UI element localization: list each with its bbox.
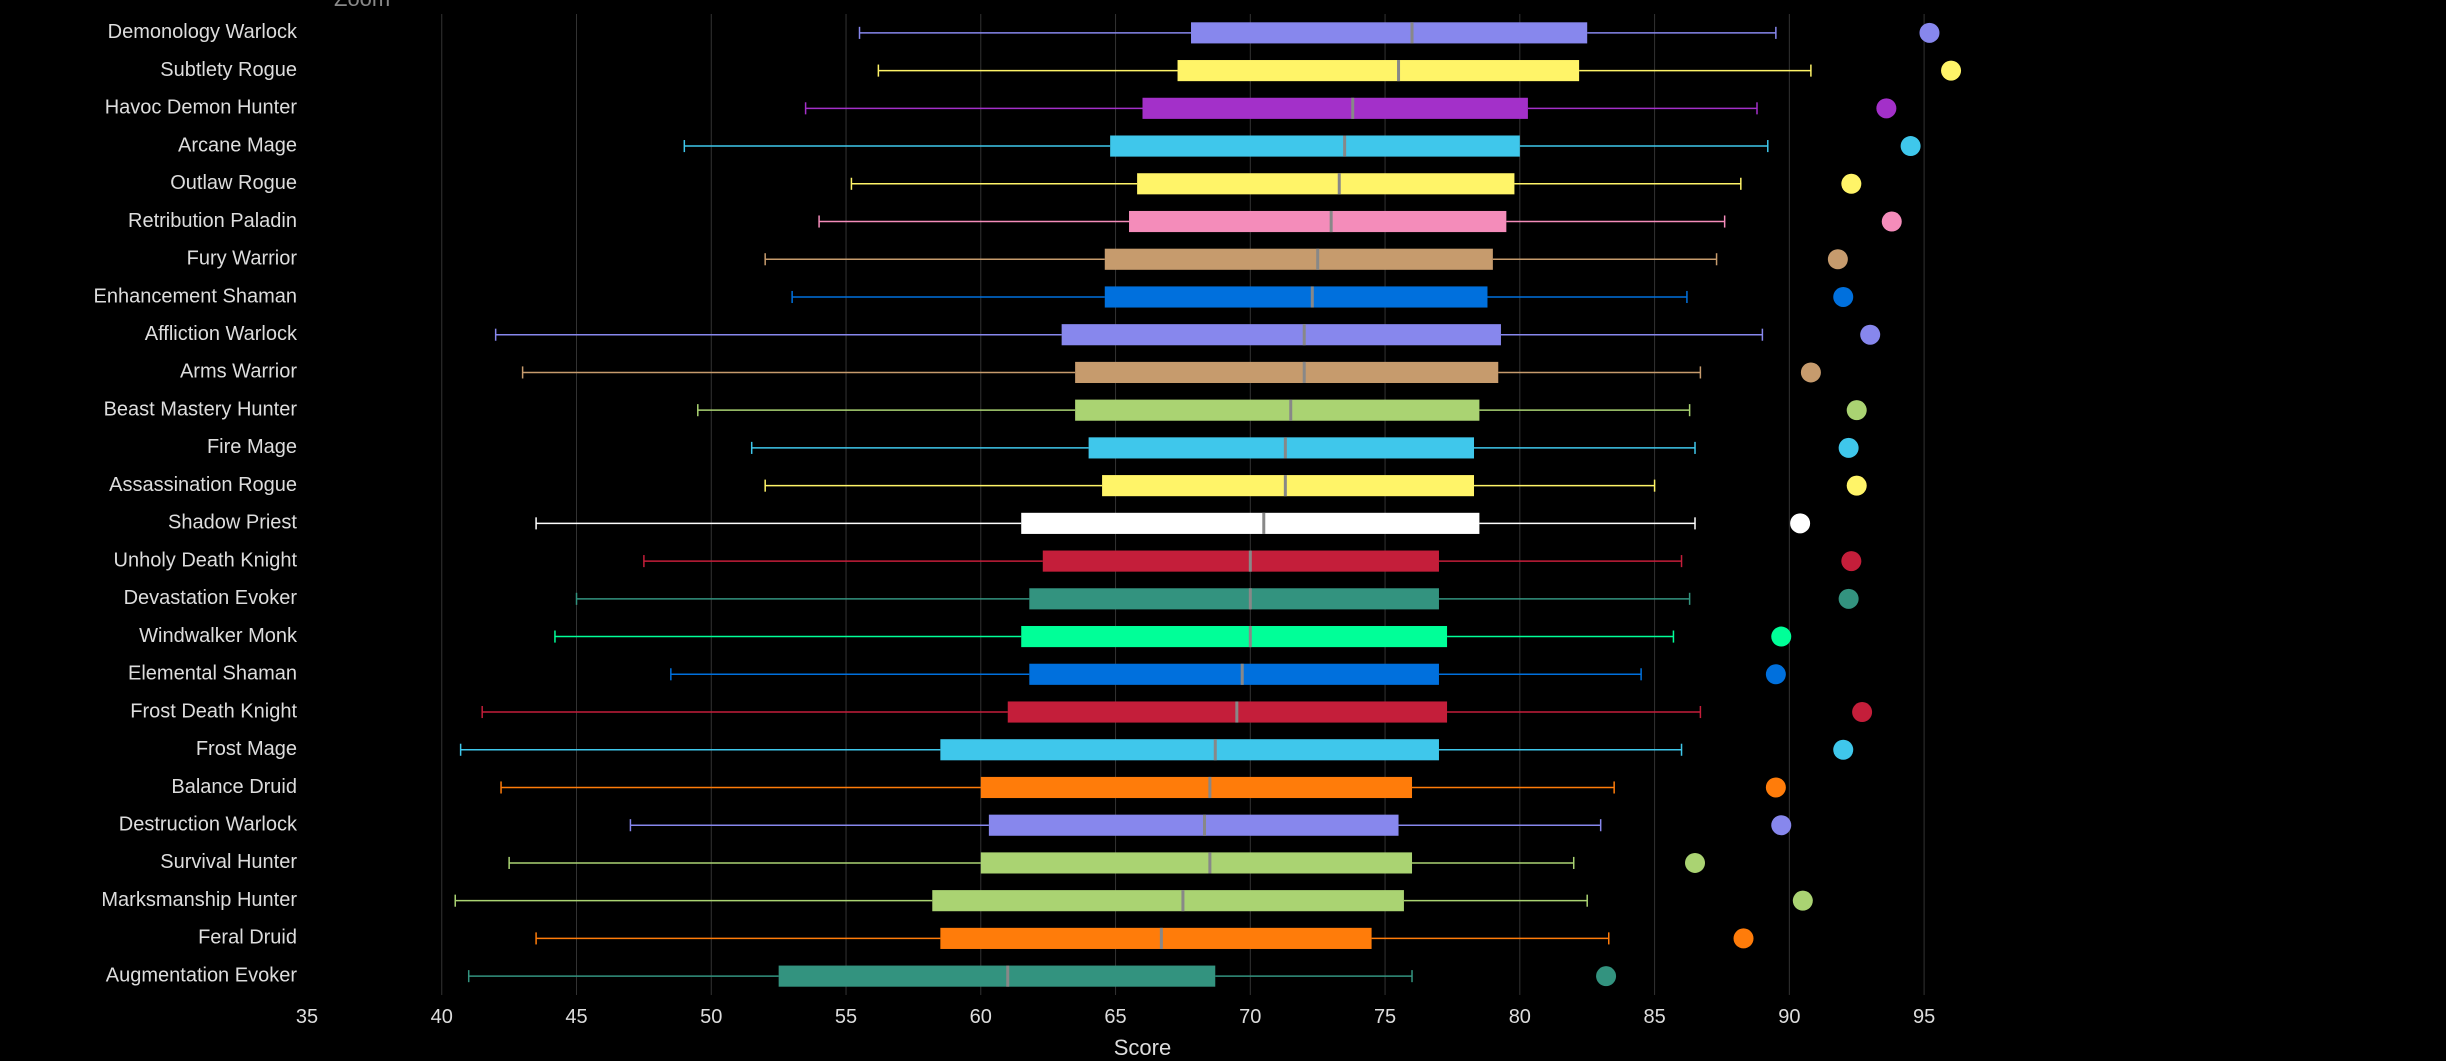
x-tick-label: 50: [700, 1006, 722, 1028]
outlier-point: [1941, 61, 1961, 81]
category-label: Marksmanship Hunter: [101, 889, 297, 911]
x-tick-label: 40: [431, 1006, 453, 1028]
outlier-point: [1833, 287, 1853, 307]
category-label: Affliction Warlock: [145, 323, 298, 345]
category-label: Beast Mastery Hunter: [104, 398, 298, 420]
outlier-point: [1828, 249, 1848, 269]
box: [940, 928, 1371, 949]
outlier-point: [1685, 853, 1705, 873]
outlier-point: [1839, 589, 1859, 609]
outlier-point: [1841, 174, 1861, 194]
category-label: Arms Warrior: [180, 361, 297, 383]
box: [1143, 98, 1528, 119]
box: [1102, 475, 1474, 496]
box: [1137, 173, 1514, 194]
outlier-point: [1841, 551, 1861, 571]
x-tick-label: 85: [1643, 1006, 1665, 1028]
box: [1075, 400, 1479, 421]
x-tick-label: 55: [835, 1006, 857, 1028]
outlier-point: [1882, 212, 1902, 232]
category-label: Enhancement Shaman: [94, 285, 297, 307]
category-label: Unholy Death Knight: [114, 549, 298, 571]
box: [1089, 437, 1474, 458]
outlier-point: [1790, 513, 1810, 533]
box: [981, 777, 1412, 798]
outlier-point: [1793, 891, 1813, 911]
outlier-point: [1771, 815, 1791, 835]
x-tick-label: 65: [1104, 1006, 1126, 1028]
box: [1075, 362, 1498, 383]
outlier-point: [1833, 740, 1853, 760]
category-label: Arcane Mage: [178, 134, 297, 156]
box: [1062, 324, 1501, 345]
outlier-point: [1901, 136, 1921, 156]
x-tick-label: 35: [296, 1006, 318, 1028]
category-label: Frost Death Knight: [130, 700, 297, 722]
box: [779, 966, 1216, 987]
outlier-point: [1771, 627, 1791, 647]
box: [1029, 664, 1439, 685]
outlier-point: [1876, 98, 1896, 118]
x-tick-label: 60: [970, 1006, 992, 1028]
x-tick-label: 75: [1374, 1006, 1396, 1028]
box: [1021, 513, 1479, 534]
category-label: Shadow Priest: [168, 512, 297, 534]
box: [1178, 60, 1580, 81]
outlier-point: [1860, 325, 1880, 345]
box: [1191, 22, 1587, 43]
category-label: Survival Hunter: [160, 851, 297, 873]
box: [1105, 249, 1493, 270]
outlier-point: [1766, 664, 1786, 684]
category-label: Fire Mage: [207, 436, 297, 458]
box: [1105, 286, 1488, 307]
category-label: Augmentation Evoker: [106, 964, 298, 986]
box: [1129, 211, 1506, 232]
category-label: Windwalker Monk: [139, 625, 298, 647]
box: [1110, 135, 1520, 156]
x-tick-label: 90: [1778, 1006, 1800, 1028]
box: [981, 852, 1412, 873]
box: [1029, 588, 1439, 609]
category-label: Fury Warrior: [187, 248, 298, 270]
category-label: Assassination Rogue: [109, 474, 297, 496]
x-tick-label: 80: [1509, 1006, 1531, 1028]
zoom-label: Zoom: [334, 0, 390, 11]
x-axis-title: Score: [1114, 1035, 1171, 1060]
outlier-point: [1734, 928, 1754, 948]
category-label: Retribution Paladin: [128, 210, 297, 232]
score-boxplot-chart: Zoom Demonology Warlock Subtlety Rogue Havo…: [0, 0, 2446, 1061]
box: [940, 739, 1439, 760]
category-label: Subtlety Rogue: [160, 59, 297, 81]
category-label: Elemental Shaman: [128, 663, 297, 685]
category-label: Devastation Evoker: [124, 587, 298, 609]
outlier-point: [1847, 476, 1867, 496]
x-tick-label: 45: [565, 1006, 587, 1028]
outlier-point: [1919, 23, 1939, 43]
category-label: Balance Druid: [171, 776, 297, 798]
box: [932, 890, 1404, 911]
category-label: Demonology Warlock: [108, 21, 298, 43]
category-label: Feral Druid: [198, 927, 297, 949]
box: [989, 815, 1399, 836]
box: [1008, 701, 1447, 722]
outlier-point: [1801, 362, 1821, 382]
outlier-point: [1839, 438, 1859, 458]
outlier-point: [1852, 702, 1872, 722]
box: [1043, 551, 1439, 572]
category-label: Outlaw Rogue: [170, 172, 297, 194]
outlier-point: [1847, 400, 1867, 420]
category-label: Havoc Demon Hunter: [105, 97, 298, 119]
box: [1021, 626, 1447, 647]
category-label: Frost Mage: [196, 738, 297, 760]
x-tick-label: 95: [1913, 1006, 1935, 1028]
outlier-point: [1596, 966, 1616, 986]
outlier-point: [1766, 777, 1786, 797]
x-tick-label: 70: [1239, 1006, 1261, 1028]
category-label: Destruction Warlock: [119, 813, 298, 835]
